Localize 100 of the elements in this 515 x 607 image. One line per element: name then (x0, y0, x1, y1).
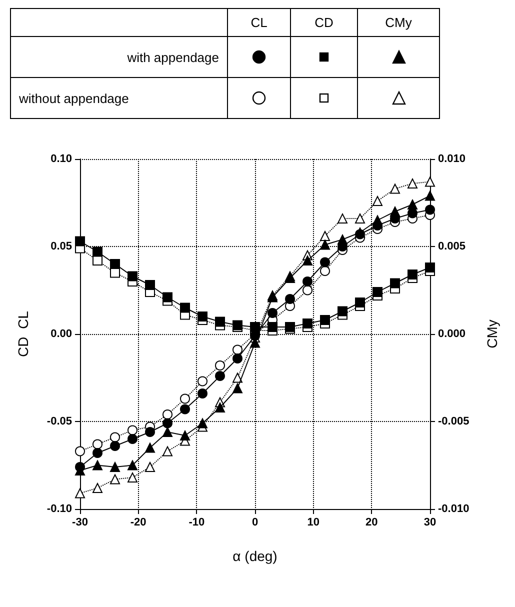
point (75, 236, 85, 246)
point (128, 425, 138, 436)
point (232, 383, 242, 394)
point (145, 462, 155, 472)
point (110, 432, 120, 442)
point (268, 308, 278, 318)
point (232, 344, 242, 355)
y-axis-title: CD CL (15, 310, 31, 357)
x-tick-label: -30 (72, 516, 88, 528)
point (110, 441, 120, 451)
point (215, 360, 225, 370)
point (128, 271, 138, 282)
y2-tick-label: -0.010 (438, 503, 470, 515)
point (75, 446, 85, 456)
point (425, 262, 435, 272)
point (355, 214, 365, 224)
point (198, 388, 208, 398)
point (162, 410, 172, 420)
point (372, 196, 382, 206)
point (215, 316, 225, 327)
point (92, 439, 102, 450)
point (145, 280, 155, 290)
point (92, 460, 102, 470)
y-tick-label: 0.10 (50, 153, 72, 165)
text: without appendage (10, 78, 228, 118)
y-tick-label: -0.10 (46, 503, 72, 515)
point (110, 474, 120, 484)
point (128, 472, 138, 482)
text: CMy (358, 8, 440, 36)
text: CL (228, 8, 290, 36)
point (338, 234, 348, 244)
point (180, 302, 190, 313)
y-tick-label: 0.00 (50, 328, 72, 340)
point (92, 483, 102, 493)
point (320, 231, 330, 241)
point (110, 259, 120, 269)
x-tick-label: -10 (188, 516, 205, 528)
point (232, 372, 242, 383)
point (355, 298, 365, 308)
point (198, 418, 208, 428)
point (425, 204, 435, 215)
point (408, 208, 418, 218)
point (372, 215, 382, 226)
text: with appendage (10, 36, 228, 78)
point (268, 322, 278, 332)
point (162, 292, 172, 302)
y2-axis-title: CMy (484, 320, 500, 348)
point (198, 376, 208, 386)
y2-tick-label: 0.005 (438, 240, 466, 252)
text: CD (290, 8, 358, 36)
y-tick-label: 0.05 (50, 240, 72, 252)
point (180, 394, 190, 404)
point (320, 257, 330, 268)
x-tick-label: 20 (366, 516, 378, 528)
point (162, 427, 172, 437)
point (250, 322, 260, 332)
point (198, 312, 208, 322)
point (390, 184, 400, 194)
point (110, 268, 120, 278)
point (372, 287, 382, 297)
point (180, 430, 190, 440)
point (338, 306, 348, 316)
point (425, 176, 435, 187)
point (145, 442, 155, 453)
point (320, 315, 330, 325)
point (408, 200, 418, 210)
point (338, 214, 348, 224)
point (75, 488, 85, 498)
point (232, 354, 242, 364)
y2-tick-label: 0.010 (438, 153, 466, 165)
point (215, 371, 225, 381)
point (302, 285, 312, 296)
point (390, 278, 400, 288)
point (408, 178, 418, 188)
point (285, 294, 295, 304)
point (145, 427, 155, 437)
point (110, 462, 120, 472)
x-tick-label: 0 (252, 516, 258, 528)
y2-tick-label: 0.000 (438, 328, 466, 340)
x-tick-label: 30 (424, 516, 436, 528)
x-axis-title: α (deg) (232, 548, 278, 564)
point (425, 190, 435, 201)
point (320, 266, 330, 276)
x-tick-label: 10 (307, 516, 320, 528)
point (92, 246, 102, 257)
point (302, 276, 312, 286)
point (302, 256, 312, 266)
point (92, 448, 102, 458)
point (390, 206, 400, 216)
y-tick-label: -0.05 (46, 416, 72, 428)
x-tick-label: -20 (130, 516, 146, 528)
point (408, 270, 418, 280)
point (215, 402, 225, 412)
point (320, 240, 330, 250)
point (302, 318, 312, 328)
point (162, 446, 172, 456)
point (128, 434, 138, 444)
y2-tick-label: -0.005 (438, 416, 470, 428)
point (180, 404, 190, 414)
point (162, 418, 172, 428)
